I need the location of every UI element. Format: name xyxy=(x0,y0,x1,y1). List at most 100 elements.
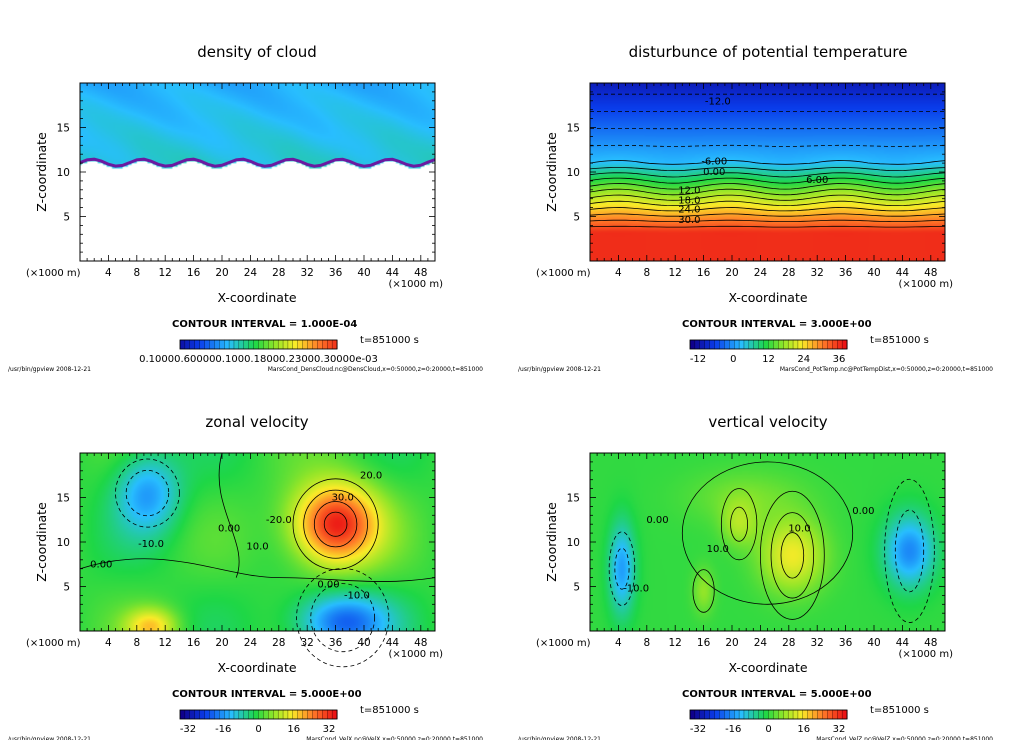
colorbar-segment xyxy=(282,339,289,350)
x-tick-label: 8 xyxy=(643,267,650,279)
x-tick-label: 24 xyxy=(244,637,258,649)
x-tick-label: 32 xyxy=(301,267,314,279)
contour-line xyxy=(589,167,946,172)
colorbar-segment xyxy=(768,339,774,350)
colorbar-segment xyxy=(773,709,779,720)
contour-label: -10.0 xyxy=(138,539,164,550)
colorbar-segment xyxy=(179,339,186,350)
x-tick-label: 36 xyxy=(839,267,853,279)
colorbar-segment xyxy=(689,339,696,350)
contour-label: 10.0 xyxy=(788,524,810,535)
colorbar-segment xyxy=(228,709,235,720)
colorbar-tick-label: 16 xyxy=(287,724,300,735)
x-tick-label: 20 xyxy=(725,637,738,649)
contour-label: -12.0 xyxy=(705,97,731,108)
time-label: t=851000 s xyxy=(360,335,419,346)
colorbar-segment xyxy=(307,709,314,720)
colorbar-segment xyxy=(807,709,814,720)
colorbar-segment xyxy=(753,709,760,720)
contour-label: 0.00 xyxy=(646,515,668,526)
contour-label: 18.0 xyxy=(678,195,700,206)
contour-label: 10.0 xyxy=(707,544,729,555)
x-tick-label: 12 xyxy=(669,267,682,279)
x-tick-label: 20 xyxy=(725,267,738,279)
x-tick-label: 44 xyxy=(896,637,910,649)
colorbar-segment xyxy=(268,709,274,720)
contour-line xyxy=(589,219,946,222)
y-tick-label: 5 xyxy=(573,582,580,594)
colorbar-segment xyxy=(302,709,309,720)
colorbar-tick-label: 36 xyxy=(833,354,846,365)
colorbar-tick-label: 16 xyxy=(797,724,810,735)
contour-line xyxy=(589,188,946,196)
colorbar-segment xyxy=(827,339,833,350)
colorbar-segment xyxy=(783,339,789,350)
colorbar-segment xyxy=(699,709,706,720)
contour-line xyxy=(589,160,946,165)
y-unit-label: (×1000 m) xyxy=(26,268,81,279)
x-tick-label: 44 xyxy=(896,267,910,279)
colorbar-segment xyxy=(792,339,799,350)
colorbar-segment xyxy=(758,339,765,350)
zonal-panel: 30.0 20.0 -20.0 0.00 10.0 -10.0 0.00 0.00 -10.0 4… xyxy=(8,413,483,740)
colorbar-segment xyxy=(773,339,779,350)
colorbar-segment xyxy=(719,339,725,350)
x-tick-label: 4 xyxy=(615,267,622,279)
x-tick-label: 4 xyxy=(615,637,622,649)
colorbar-segment xyxy=(292,709,299,720)
colorbar-segment xyxy=(224,339,230,350)
x-tick-label: 24 xyxy=(244,267,258,279)
colorbar-segment xyxy=(327,339,333,350)
contour-line xyxy=(589,225,946,228)
colorbar-segment xyxy=(709,339,716,350)
y-tick-label: 10 xyxy=(567,167,580,179)
x-unit-label: (×1000 m) xyxy=(388,649,443,660)
colorbar-segment xyxy=(204,339,210,350)
colorbar-segment xyxy=(194,709,201,720)
colorbar-tick-label: 0 xyxy=(255,724,261,735)
zonal-contours xyxy=(79,452,436,668)
ptemp-field xyxy=(590,83,945,261)
y-tick-label: 15 xyxy=(57,493,70,505)
vertical-colorbar: -32 -16 0 16 32 xyxy=(689,709,848,735)
contour-line xyxy=(589,194,946,201)
contour-label: -10.0 xyxy=(623,583,649,594)
y-axis-label: Z-coordinate xyxy=(34,132,49,212)
colorbar-segment xyxy=(312,339,318,350)
colorbar-segment xyxy=(738,709,745,720)
x-tick-label: 20 xyxy=(215,267,228,279)
colorbar-segment xyxy=(837,339,843,350)
y-tick-label: 10 xyxy=(57,167,70,179)
y-axis-label: Z-coordinate xyxy=(544,502,559,582)
colorbar-segment xyxy=(253,709,260,720)
colorbar-segment xyxy=(214,709,220,720)
contour-line xyxy=(720,488,758,561)
colorbar-segment xyxy=(297,339,304,350)
colorbar-segment xyxy=(812,709,819,720)
colorbar-segment xyxy=(743,339,750,350)
colorbar-segment xyxy=(704,339,711,350)
contour-label: -20.0 xyxy=(266,515,292,526)
colorbar-segment xyxy=(238,339,245,350)
x-tick-label: 40 xyxy=(867,637,880,649)
x-tick-label: 24 xyxy=(754,267,768,279)
contour-line xyxy=(218,452,240,578)
colorbar-segment xyxy=(302,339,309,350)
contour-line xyxy=(730,506,749,542)
colorbar-segment xyxy=(233,339,240,350)
contour-line xyxy=(313,501,358,548)
colorbar-segment xyxy=(219,339,225,350)
contour-line xyxy=(692,569,715,613)
colorbar-tick-label: 0 xyxy=(730,354,736,365)
colorbar-segment xyxy=(263,709,269,720)
colorbar-segment xyxy=(729,709,735,720)
y-tick-label: 10 xyxy=(57,537,70,549)
contour-label: -10.0 xyxy=(344,590,370,601)
vertical-field xyxy=(590,453,945,631)
colorbar-tick-label: 24 xyxy=(797,354,810,365)
footer-left: /usr/bin/gpview 2008-12-21 xyxy=(518,366,601,373)
colorbar-tick-label: -16 xyxy=(215,724,231,735)
time-label: t=851000 s xyxy=(360,705,419,716)
x-tick-label: 48 xyxy=(414,267,427,279)
